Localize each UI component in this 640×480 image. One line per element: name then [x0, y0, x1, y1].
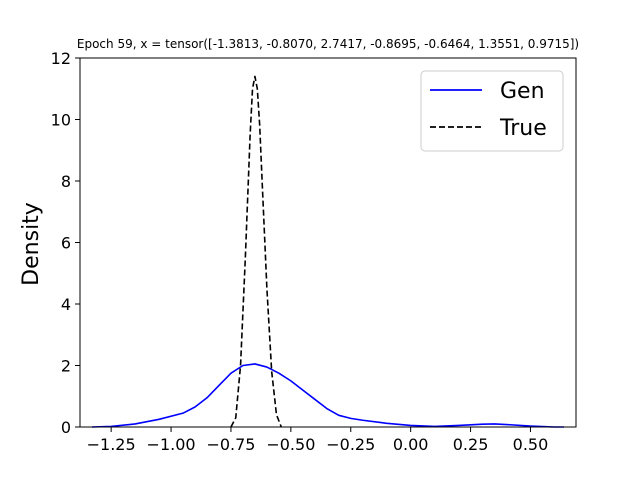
x-tick-label: −1.25 [87, 435, 136, 454]
y-tick-label: 2 [61, 357, 71, 376]
y-axis-ticks: 0 2 4 6 8 10 12 [51, 49, 80, 437]
y-axis-label: Density [19, 202, 44, 286]
x-axis-ticks: −1.25 −1.00 −0.75 −0.50 −0.25 0.00 0.25 0.50 [87, 427, 549, 454]
y-tick-label: 0 [61, 418, 71, 437]
y-tick-label: 10 [51, 111, 71, 130]
x-tick-label: −1.00 [147, 435, 196, 454]
series-line-true [230, 75, 283, 428]
x-tick-label: −0.25 [326, 435, 375, 454]
x-tick-label: 0.50 [513, 435, 549, 454]
y-tick-label: 6 [61, 234, 71, 253]
legend-label-true: True [499, 116, 547, 141]
chart-title: Epoch 59, x = tensor([-1.3813, -0.8070, … [77, 37, 579, 51]
legend-box [420, 70, 564, 152]
plot-lines [91, 75, 565, 428]
x-tick-label: 0.25 [453, 435, 489, 454]
series-line-gen [91, 363, 565, 428]
x-tick-label: −0.50 [266, 435, 315, 454]
x-tick-label: 0.00 [393, 435, 429, 454]
y-tick-label: 8 [61, 172, 71, 191]
y-tick-label: 4 [61, 295, 71, 314]
legend: Gen True [420, 70, 564, 152]
y-tick-label: 12 [51, 49, 71, 68]
legend-label-gen: Gen [500, 79, 545, 104]
x-tick-label: −0.75 [206, 435, 255, 454]
